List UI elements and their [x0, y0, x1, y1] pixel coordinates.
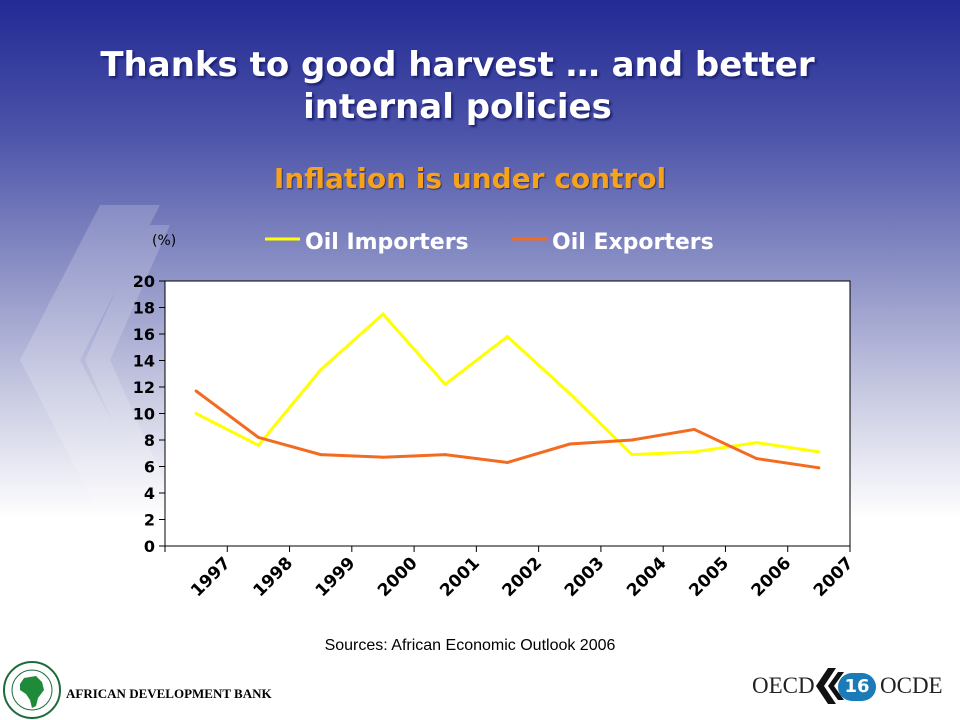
- data-point: [568, 392, 572, 396]
- data-point: [817, 466, 821, 470]
- data-point: [443, 453, 447, 457]
- afdb-logo-icon: [3, 661, 61, 719]
- data-point: [692, 427, 696, 431]
- y-tick-label: 16: [133, 325, 155, 344]
- data-point: [381, 312, 385, 316]
- x-tick-label: 1998: [249, 553, 297, 601]
- data-point: [630, 453, 634, 457]
- oecd-chevron-icon: [816, 668, 844, 704]
- data-point: [630, 438, 634, 442]
- data-point: [443, 382, 447, 386]
- y-tick-label: 4: [144, 484, 155, 503]
- y-tick-label: 8: [144, 431, 155, 450]
- data-point: [568, 442, 572, 446]
- oecd-watermark-chevron-icon: [20, 205, 170, 515]
- plot-area: [164, 280, 851, 547]
- x-tick-label: 2004: [623, 553, 671, 601]
- y-tick-label: 12: [133, 378, 155, 397]
- slide-title-line-1: Thanks to good harvest … and better: [100, 45, 815, 85]
- afdb-name: AFRICAN DEVELOPMENT BANK: [66, 686, 272, 701]
- data-point: [256, 443, 260, 447]
- y-tick-label: 2: [144, 511, 155, 530]
- source-note: Sources: African Economic Outlook 2006: [324, 637, 616, 654]
- legend-label-oil-exporters: Oil Exporters: [552, 230, 714, 255]
- x-tick-label: 2002: [499, 553, 547, 601]
- data-point: [194, 389, 198, 393]
- data-point: [381, 455, 385, 459]
- x-tick-label: 2003: [561, 553, 609, 601]
- x-tick-label: 2006: [748, 553, 796, 601]
- x-tick-label: 1997: [187, 553, 235, 601]
- data-point: [755, 457, 759, 461]
- data-point: [194, 412, 198, 415]
- y-tick-label: 20: [133, 272, 155, 291]
- data-point: [692, 450, 696, 454]
- legend-label-oil-importers: Oil Importers: [305, 230, 469, 255]
- x-tick-label: 2005: [685, 553, 733, 601]
- data-point: [506, 461, 509, 465]
- data-point: [319, 453, 323, 457]
- oecd-label: OECD: [752, 673, 815, 698]
- x-tick-label: 2007: [810, 553, 858, 601]
- x-tick-label: 2001: [436, 553, 484, 601]
- data-point: [817, 450, 821, 454]
- y-tick-label: 10: [133, 405, 155, 424]
- y-tick-label: 0: [144, 537, 155, 556]
- data-point: [319, 368, 323, 372]
- inflation-line-chart: 0 2 4 6 8 10 12 14 16 18 20 1997 1998 1999 2000 2001 200…: [133, 230, 858, 601]
- ocde-label: OCDE: [880, 673, 943, 698]
- slide-title-line-2: internal policies: [303, 87, 612, 127]
- unit-label: (%): [152, 233, 176, 249]
- slide-subtitle: Inflation is under control: [273, 162, 667, 195]
- data-point: [256, 435, 260, 439]
- slide-title: Thanks to good harvest … and better inte…: [60, 44, 855, 128]
- x-tick-label: 1999: [312, 553, 360, 601]
- y-tick-label: 18: [133, 299, 155, 318]
- data-point: [506, 335, 509, 339]
- y-tick-label: 14: [133, 352, 155, 371]
- data-point: [755, 441, 759, 445]
- y-tick-label: 6: [144, 458, 155, 477]
- page-number-badge: 16: [838, 673, 876, 701]
- x-tick-label: 2000: [374, 553, 422, 601]
